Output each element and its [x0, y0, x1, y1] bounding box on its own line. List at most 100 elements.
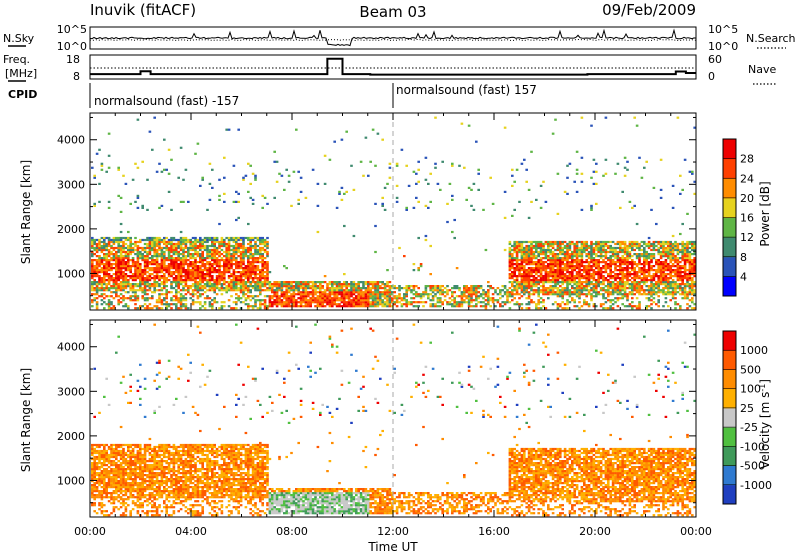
heatmap-cell	[537, 303, 540, 306]
heatmap-cell	[616, 299, 620, 302]
heatmap-cell	[619, 291, 622, 294]
heatmap-cell	[573, 246, 576, 250]
heatmap-cell	[568, 301, 572, 304]
heatmap-cell	[182, 269, 185, 272]
heatmap-cell	[155, 271, 159, 274]
heatmap-cell	[119, 289, 123, 292]
heatmap-cell	[266, 295, 269, 298]
heatmap-cell	[542, 299, 545, 302]
heatmap-cell	[566, 257, 569, 260]
heatmap-cell	[391, 299, 394, 302]
heatmap-cell	[115, 295, 118, 298]
heatmap-cell	[256, 261, 260, 264]
heatmap-cell	[477, 297, 480, 300]
heatmap-cell	[465, 297, 468, 300]
heatmap-cell	[655, 261, 658, 264]
heatmap-cell	[556, 305, 560, 308]
heatmap-cell	[95, 263, 99, 266]
heatmap-cell	[112, 297, 116, 300]
heatmap-cell	[199, 281, 202, 284]
heatmap-cell	[95, 152, 99, 155]
heatmap-cell	[643, 291, 646, 294]
heatmap-cell	[475, 287, 478, 290]
heatmap-cell	[587, 246, 591, 250]
heatmap-cell	[251, 267, 255, 270]
heatmap-cell	[112, 273, 116, 276]
heatmap-cell	[506, 291, 509, 294]
heatmap-cell	[631, 248, 634, 252]
heatmap-cell	[220, 293, 224, 296]
heatmap-cell	[280, 174, 284, 177]
heatmap-cell	[602, 289, 605, 292]
heatmap-cell	[244, 289, 248, 292]
heatmap-cell	[249, 263, 252, 266]
heatmap-cell	[115, 283, 118, 286]
heatmap-cell	[525, 273, 528, 276]
heatmap-cell	[655, 285, 658, 288]
heatmap-cell	[609, 285, 612, 288]
heatmap-cell	[211, 259, 214, 262]
heatmap-cell	[559, 281, 562, 284]
heatmap-cell	[556, 172, 560, 175]
heatmap-cell	[583, 303, 586, 306]
heatmap-cell	[619, 297, 622, 300]
heatmap-cell	[520, 273, 524, 276]
heatmap-cell	[134, 269, 137, 272]
heatmap-cell	[223, 242, 226, 246]
heatmap-cell	[571, 281, 574, 284]
heatmap-cell	[328, 283, 332, 286]
heatmap-cell	[686, 250, 689, 254]
heatmap-cell	[350, 283, 353, 286]
heatmap-cell	[621, 297, 624, 300]
heatmap-cell	[251, 297, 255, 300]
heatmap-cell	[619, 263, 622, 266]
heatmap-cell	[352, 305, 356, 308]
heatmap-cell	[107, 287, 111, 290]
heatmap-cell	[194, 242, 197, 246]
heatmap-cell	[165, 168, 168, 171]
heatmap-cell	[511, 255, 514, 258]
heatmap-cell	[247, 267, 250, 270]
heatmap-cell	[683, 255, 687, 258]
heatmap-cell	[256, 295, 260, 298]
heatmap-cell	[532, 257, 536, 260]
heatmap-cell	[160, 238, 164, 242]
heatmap-cell	[208, 305, 212, 308]
heatmap-cell	[585, 289, 588, 292]
heatmap-cell	[458, 295, 461, 298]
heatmap-cell	[489, 287, 492, 290]
heatmap-cell	[525, 287, 528, 290]
heatmap-cell	[688, 299, 692, 302]
heatmap-cell	[611, 289, 615, 292]
heatmap-cell	[316, 204, 320, 207]
heatmap-cell	[148, 287, 152, 290]
heatmap-cell	[638, 293, 641, 296]
heatmap-cell	[676, 287, 680, 290]
heatmap-cell	[383, 295, 387, 298]
heatmap-cell	[155, 259, 159, 262]
heatmap-cell	[134, 303, 137, 306]
heatmap-cell	[674, 283, 677, 286]
heatmap-cell	[213, 246, 216, 250]
heatmap-cell	[179, 246, 183, 250]
heatmap-cell	[227, 269, 231, 272]
heatmap-cell	[477, 301, 480, 304]
heatmap-cell	[148, 253, 152, 256]
heatmap-cell	[230, 273, 233, 276]
heatmap-cell	[247, 257, 250, 260]
heatmap-cell	[112, 291, 116, 294]
heatmap-cell	[254, 289, 257, 292]
heatmap-cell	[93, 174, 96, 177]
heatmap-cell	[110, 244, 113, 248]
heatmap-cell	[508, 257, 512, 260]
heatmap-cell	[155, 236, 159, 240]
heatmap-cell	[91, 301, 94, 304]
heatmap-cell	[292, 297, 296, 300]
heatmap-cell	[575, 259, 579, 262]
heatmap-cell	[671, 263, 675, 266]
heatmap-cell	[587, 285, 591, 288]
heatmap-cell	[674, 285, 677, 288]
heatmap-cell	[599, 305, 603, 308]
heatmap-cell	[583, 277, 586, 280]
